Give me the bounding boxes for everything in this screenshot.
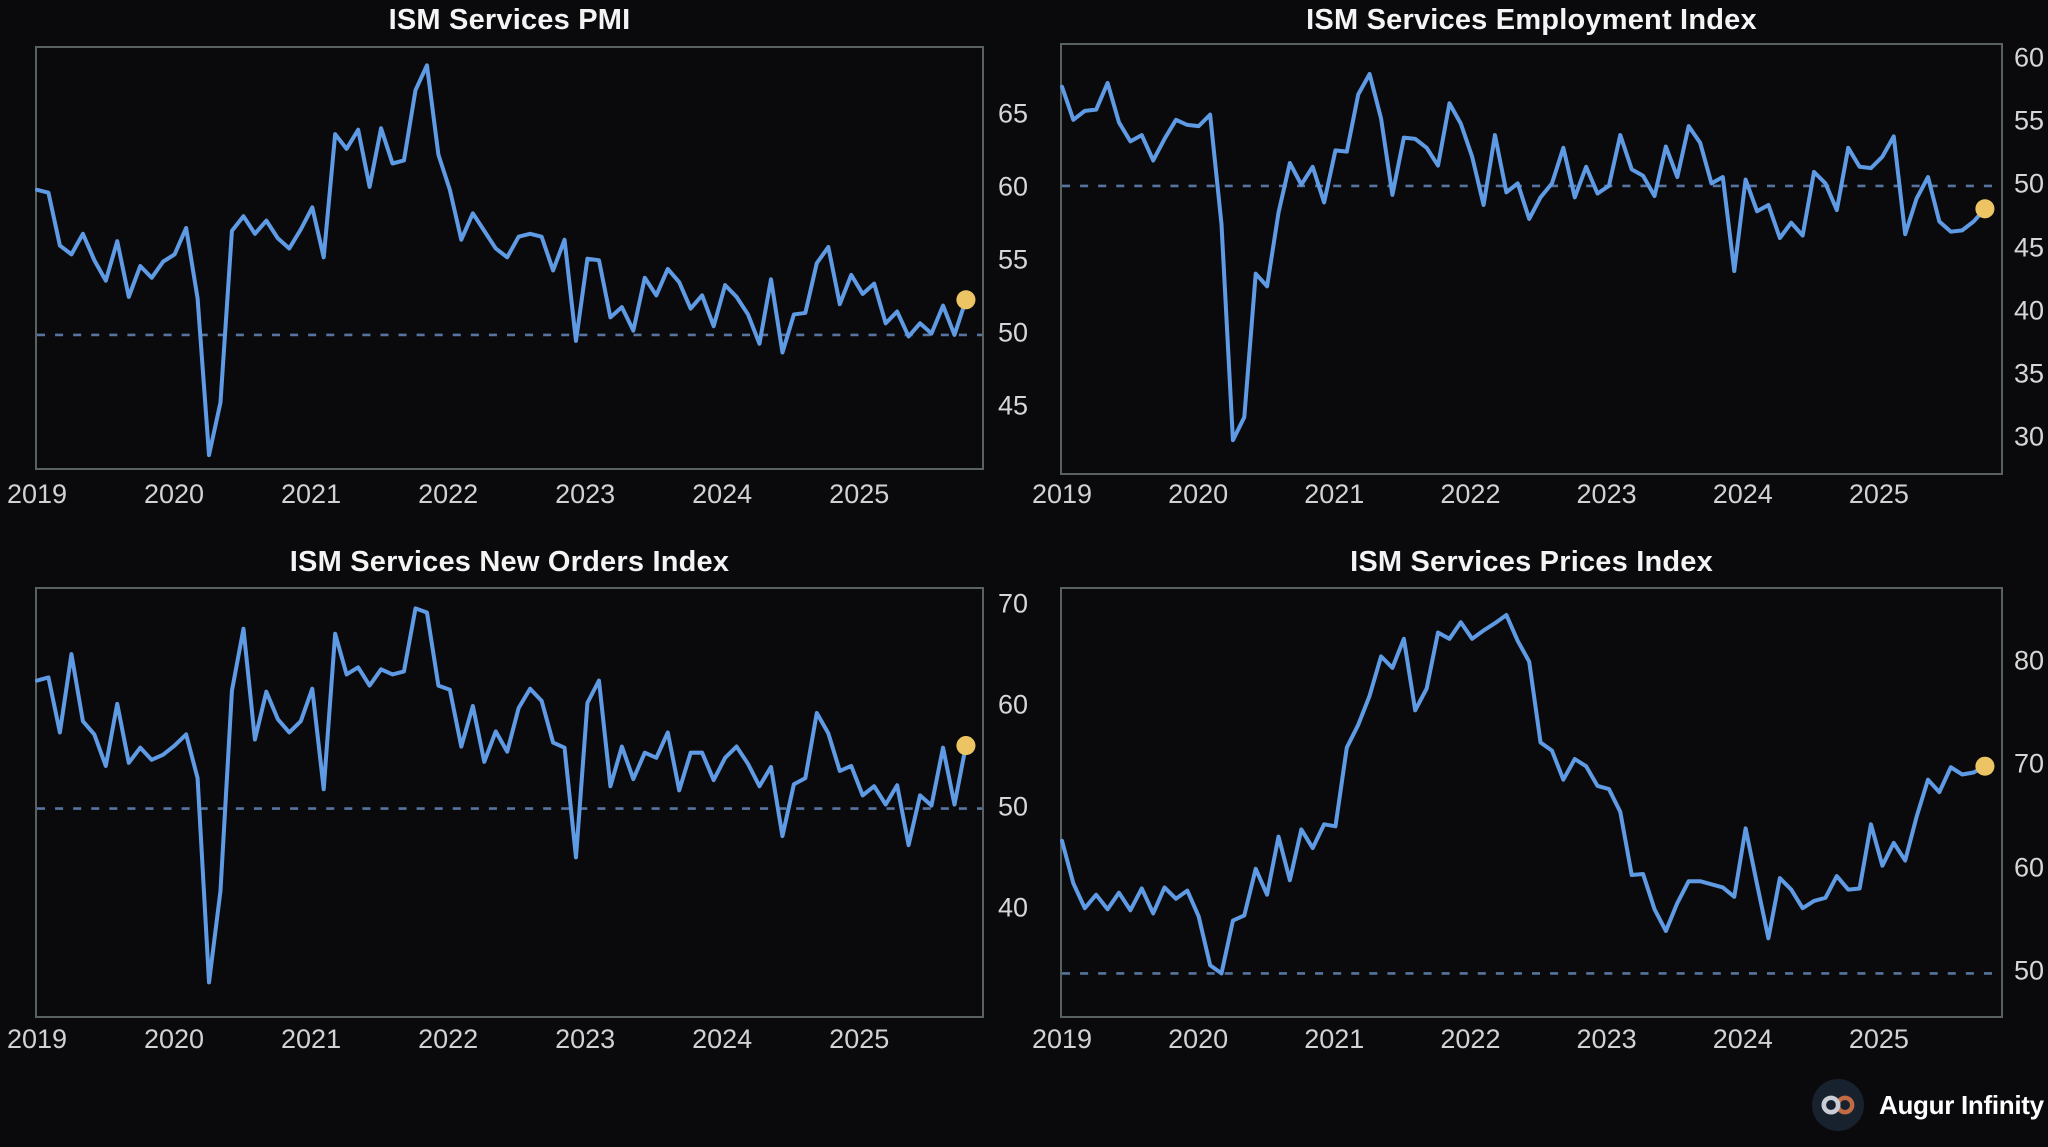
- x-tick-label: 2022: [418, 479, 479, 509]
- y-tick-label: 50: [2014, 168, 2045, 199]
- x-tick-label: 2021: [1304, 479, 1365, 509]
- chart-title: ISM Services Employment Index: [1306, 4, 1757, 36]
- y-tick-label: 55: [2014, 105, 2045, 136]
- x-tick-label: 2023: [555, 1024, 616, 1054]
- x-tick-label: 2021: [1304, 1024, 1365, 1054]
- x-tick-label: 2024: [1712, 1024, 1773, 1054]
- x-tick-label: 2022: [1440, 479, 1501, 509]
- x-tick-label: 2024: [1712, 479, 1773, 509]
- x-tick-label: 2024: [692, 1024, 753, 1054]
- plot-area-employment: [1059, 43, 2003, 475]
- y-tick-label: 40: [998, 892, 1029, 923]
- chart-title: ISM Services New Orders Index: [289, 546, 730, 578]
- latest-value-marker: [956, 736, 976, 756]
- y-axis-labels: 40 50 60 70: [992, 587, 1052, 1018]
- line-series: [34, 606, 968, 985]
- line-series: [1059, 72, 1987, 443]
- x-tick-label: 2023: [1576, 1024, 1637, 1054]
- plot-area-new-orders: [34, 587, 984, 1018]
- chart-canvas: [34, 606, 982, 985]
- x-tick-label: 2020: [1168, 1024, 1229, 1054]
- y-tick-label: 50: [2014, 955, 2045, 986]
- chart-canvas: [1059, 72, 2001, 443]
- y-tick-label: 30: [2014, 421, 2045, 452]
- x-tick-label: 2025: [1848, 479, 1909, 509]
- x-tick-label: 2023: [555, 479, 616, 509]
- plot-area-prices: [1059, 587, 2003, 1018]
- y-tick-label: 70: [2014, 748, 2045, 779]
- y-tick-label: 45: [2014, 232, 2045, 262]
- y-tick-label: 45: [998, 390, 1029, 421]
- latest-value-marker: [1975, 199, 1995, 219]
- y-axis-labels: 30 35 40 45 50 55 60: [2008, 42, 2048, 475]
- plot-area-pmi: [34, 46, 984, 470]
- y-tick-label: 55: [998, 244, 1029, 275]
- y-tick-label: 40: [2014, 295, 2045, 326]
- y-tick-label: 50: [998, 791, 1029, 822]
- x-tick-label: 2021: [281, 1024, 342, 1054]
- x-tick-label: 2025: [1848, 1024, 1909, 1054]
- y-tick-label: 60: [998, 171, 1029, 202]
- x-axis-labels: 2019 2020 2021 2022 2023 2024 2025: [7, 1020, 984, 1054]
- y-tick-label: 65: [998, 98, 1029, 129]
- infinity-icon: [1812, 1079, 1864, 1131]
- brand-logo: Augur Infinity: [1812, 1079, 2044, 1131]
- x-axis-labels: 2019 2020 2021 2022 2023 2024 2025: [1032, 1020, 2003, 1054]
- y-axis-labels: 50 60 70 80: [2008, 587, 2048, 1018]
- y-tick-label: 60: [998, 689, 1029, 720]
- x-tick-label: 2021: [281, 479, 342, 509]
- chart-canvas: [1059, 612, 2001, 976]
- x-tick-label: 2019: [1031, 1024, 1093, 1054]
- x-tick-label: 2020: [143, 479, 205, 509]
- y-tick-label: 50: [998, 317, 1029, 348]
- y-tick-label: 60: [2014, 42, 2045, 73]
- x-tick-label: 2019: [6, 479, 68, 509]
- x-tick-label: 2024: [692, 479, 753, 509]
- x-tick-label: 2023: [1576, 479, 1637, 509]
- x-tick-label: 2025: [829, 1024, 890, 1054]
- x-tick-label: 2020: [143, 1024, 205, 1054]
- chart-canvas: [34, 63, 982, 458]
- y-axis-labels: 45 50 55 60 65: [992, 46, 1052, 470]
- x-tick-label: 2020: [1168, 479, 1229, 509]
- chart-title: ISM Services Prices Index: [1350, 546, 1713, 578]
- x-tick-label: 2022: [1440, 1024, 1501, 1054]
- x-axis-labels: 2019 2020 2021 2022 2023 2024 2025: [1032, 475, 2003, 509]
- x-tick-label: 2019: [1031, 479, 1093, 509]
- latest-value-marker: [1975, 756, 1995, 776]
- x-tick-label: 2019: [6, 1024, 68, 1054]
- latest-value-marker: [956, 290, 976, 310]
- brand-name: Augur Infinity: [1879, 1089, 2044, 1120]
- y-tick-label: 60: [2014, 852, 2045, 883]
- x-tick-label: 2025: [829, 479, 890, 509]
- y-tick-label: 70: [998, 588, 1029, 619]
- line-series: [1059, 612, 1987, 976]
- y-tick-label: 35: [2014, 358, 2045, 389]
- line-series: [34, 63, 968, 458]
- chart-title: ISM Services PMI: [388, 4, 631, 36]
- y-tick-label: 80: [2014, 645, 2045, 676]
- x-tick-label: 2022: [418, 1024, 479, 1054]
- x-axis-labels: 2019 2020 2021 2022 2023 2024 2025: [7, 475, 984, 509]
